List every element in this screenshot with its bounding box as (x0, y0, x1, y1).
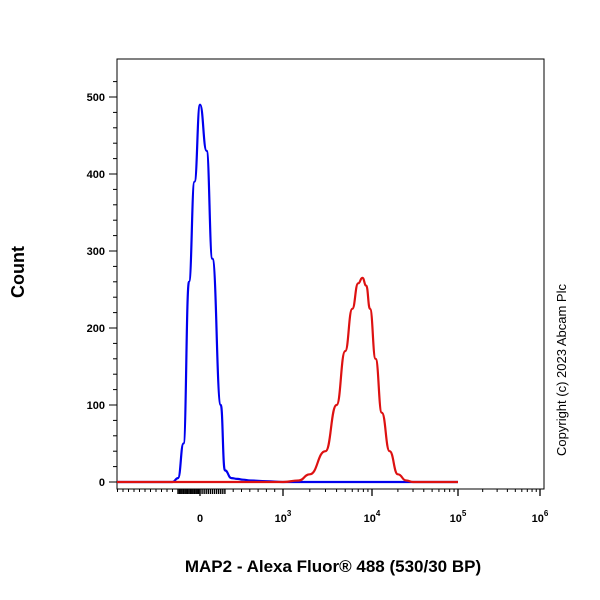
series-group (117, 103, 458, 484)
x-tick-exponent: 6 (544, 509, 549, 518)
y-axis-label: Count (8, 246, 28, 298)
y-tick-label: 400 (87, 169, 105, 181)
y-axis: 0 100 200 300 400 500 (87, 81, 117, 489)
x-tick-base: 0 (197, 513, 203, 525)
x-tick-exponent: 5 (462, 509, 467, 518)
y-tick-label: 100 (87, 400, 105, 412)
x-tick-label: 106 (532, 509, 549, 525)
plot-frame (116, 58, 545, 490)
x-tick-label: 0 (197, 513, 203, 525)
y-tick-label: 0 (99, 477, 105, 489)
x-axis: 0 103 104 105 106 (117, 489, 549, 525)
x-tick-base: 10 (275, 513, 287, 525)
x-tick-exponent: 3 (287, 509, 292, 518)
x-tick-base: 10 (450, 513, 462, 525)
x-tick-base: 10 (532, 513, 544, 525)
x-tick-label: 103 (275, 509, 292, 525)
x-tick-base: 10 (364, 513, 376, 525)
y-tick-label: 300 (87, 246, 105, 258)
copyright-text: Copyright (c) 2023 Abcam Plc (554, 284, 569, 456)
series-line-2 (117, 276, 458, 484)
y-tick-label: 200 (87, 323, 105, 335)
x-tick-label: 105 (450, 509, 467, 525)
x-tick-label: 104 (364, 509, 381, 525)
y-tick-label: 500 (87, 92, 105, 104)
x-axis-label: MAP2 - Alexa Fluor® 488 (530/30 BP) (185, 557, 481, 576)
x-tick-exponent: 4 (376, 509, 381, 518)
